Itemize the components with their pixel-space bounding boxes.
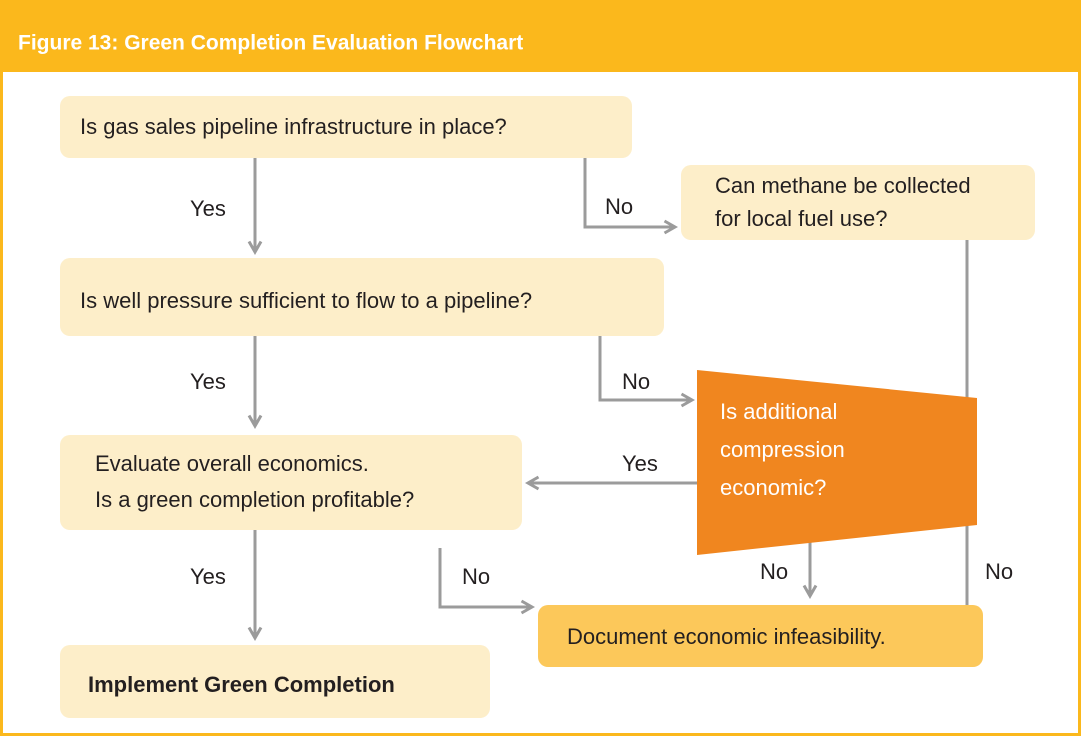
edge-label: No [985, 559, 1013, 584]
decision-box [60, 435, 522, 530]
edge-label: Yes [622, 451, 658, 476]
outcome-box [538, 605, 983, 667]
arrow [583, 158, 679, 235]
edge-label: No [760, 559, 788, 584]
node-text: Is additional [720, 399, 837, 424]
edge-label: No [462, 564, 490, 589]
node-text: Is gas sales pipeline infrastructure in … [80, 114, 507, 139]
node-text: Document economic infeasibility. [567, 624, 886, 649]
node-text: compression [720, 437, 845, 462]
node-text: Evaluate overall economics. [95, 451, 369, 476]
decision-box [60, 258, 664, 336]
edge-label: Yes [190, 564, 226, 589]
decision-box [60, 96, 632, 158]
node-text: Can methane be collected [715, 173, 971, 198]
node-text: Is well pressure sufficient to flow to a… [80, 288, 532, 313]
arrow [598, 336, 696, 408]
decision-trapezoid [697, 370, 977, 555]
node-text: for local fuel use? [715, 206, 887, 231]
edge-label: No [605, 194, 633, 219]
header-bar [0, 0, 1081, 72]
edge-label: Yes [190, 369, 226, 394]
arrow [438, 548, 536, 615]
decision-box [681, 165, 1035, 240]
edge-label: Yes [190, 196, 226, 221]
node-text: Implement Green Completion [88, 672, 395, 697]
header-title: Figure 13: Green Completion Evaluation F… [18, 32, 523, 55]
node-text: Is a green completion profitable? [95, 487, 414, 512]
outcome-box [60, 645, 490, 718]
edge-label: No [622, 369, 650, 394]
node-text: economic? [720, 475, 826, 500]
